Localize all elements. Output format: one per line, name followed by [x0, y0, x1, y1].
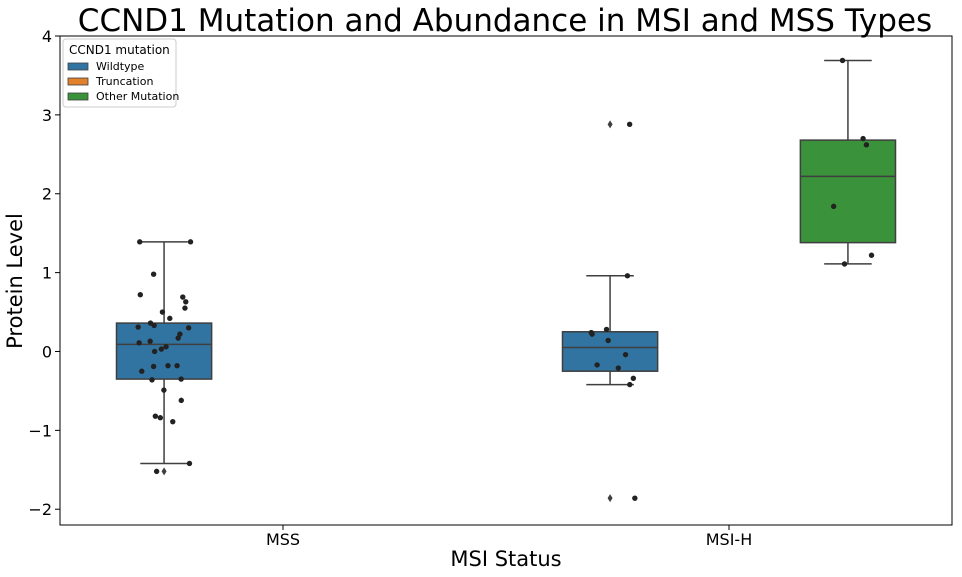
data-point — [151, 348, 158, 355]
chart-title: CCND1 Mutation and Abundance in MSI and … — [78, 3, 932, 39]
data-point — [151, 322, 157, 329]
data-point — [170, 418, 176, 425]
data-point — [589, 331, 595, 337]
data-point — [167, 315, 173, 322]
data-point — [178, 397, 184, 404]
box — [115, 322, 213, 380]
legend-swatch — [67, 62, 89, 71]
data-point — [137, 291, 143, 298]
y-tick-label: −2 — [28, 500, 52, 519]
data-point — [187, 239, 194, 245]
data-point — [632, 495, 638, 501]
data-point — [180, 294, 186, 300]
plot-area: −2 −1 0 1 2 3 4 MSS MSI-H — [28, 27, 953, 549]
y-tick-label: 3 — [42, 106, 52, 125]
data-point — [137, 239, 143, 245]
data-point — [157, 415, 164, 421]
data-point — [860, 135, 866, 142]
x-axis-label: MSI Status — [450, 547, 561, 571]
data-point — [622, 351, 629, 358]
data-point — [147, 338, 153, 344]
box — [561, 331, 659, 372]
data-point — [624, 273, 631, 279]
data-point — [868, 252, 875, 258]
box — [799, 139, 897, 244]
y-tick-label: 1 — [42, 264, 52, 283]
data-point — [594, 362, 600, 368]
data-point — [626, 121, 633, 128]
y-tick-label: −1 — [28, 421, 52, 440]
data-point — [630, 375, 637, 381]
data-point — [150, 271, 157, 277]
data-point — [174, 362, 180, 369]
data-point — [627, 381, 633, 388]
legend-label: Truncation — [95, 75, 153, 88]
outlier-marker — [161, 467, 167, 476]
data-point — [135, 324, 141, 330]
y-tick-label: 2 — [42, 185, 52, 204]
legend-label: Wildtype — [96, 60, 145, 73]
data-point — [158, 346, 165, 352]
data-point — [153, 468, 160, 475]
data-point — [183, 299, 189, 305]
outlier-marker — [607, 494, 613, 503]
y-tick-label: 0 — [42, 342, 52, 361]
x-tick-label: MSI-H — [706, 530, 752, 549]
outlier-marker — [607, 120, 613, 129]
data-point — [863, 142, 870, 148]
y-axis-label: Protein Level — [3, 213, 27, 349]
data-point — [841, 261, 848, 267]
data-point — [603, 326, 610, 333]
legend-swatch — [67, 77, 89, 86]
data-point — [175, 335, 181, 341]
legend: CCND1 mutation Wildtype Truncation Other Mu… — [62, 38, 179, 108]
axes-frame — [59, 35, 953, 526]
legend-frame — [62, 38, 177, 108]
y-tick-label: 4 — [42, 27, 52, 46]
data-point — [186, 460, 193, 467]
legend-title: CCND1 mutation — [69, 43, 170, 57]
data-point — [178, 376, 184, 382]
data-point — [136, 340, 142, 346]
data-point — [149, 377, 155, 383]
data-point — [185, 325, 192, 331]
data-point — [163, 344, 169, 350]
data-point — [839, 57, 846, 64]
data-point — [150, 363, 157, 370]
legend-swatch — [67, 92, 89, 101]
data-point — [161, 387, 167, 393]
data-point — [615, 365, 622, 371]
data-point — [165, 362, 171, 369]
data-point — [605, 337, 611, 344]
data-point — [830, 203, 837, 210]
x-tick-label: MSS — [266, 530, 300, 549]
data-point — [152, 413, 159, 419]
data-point — [159, 309, 166, 315]
data-point — [182, 305, 188, 311]
data-point — [139, 368, 145, 374]
legend-label: Other Mutation — [96, 90, 179, 103]
